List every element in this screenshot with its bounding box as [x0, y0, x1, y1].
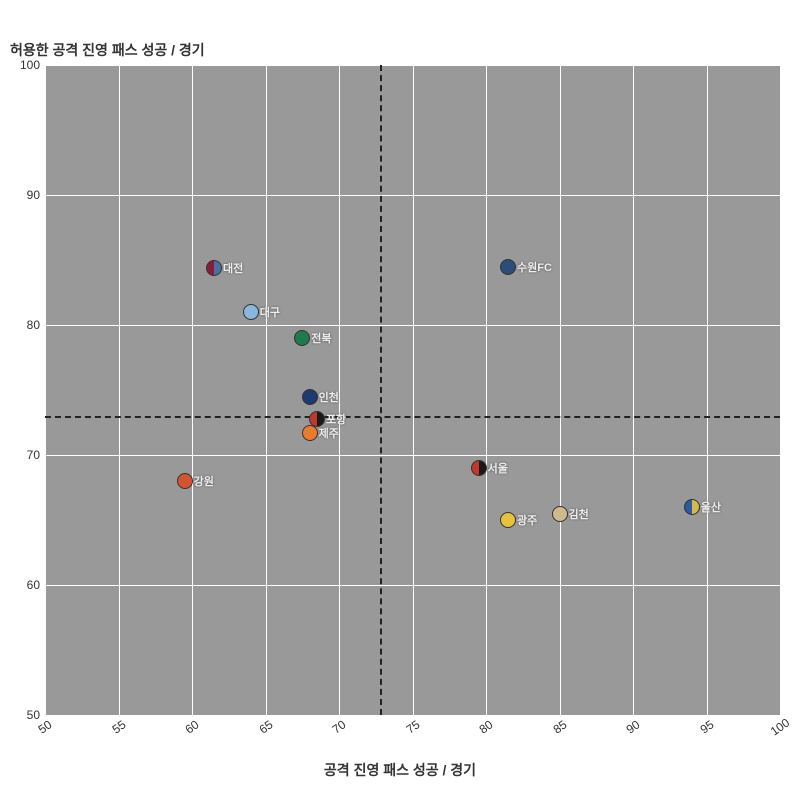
gridline-h — [45, 715, 780, 716]
gridline-v — [707, 65, 708, 715]
y-tick-label: 70 — [10, 448, 40, 462]
gridline-h — [45, 195, 780, 196]
data-point-label: 광주 — [517, 512, 537, 528]
gridline-v — [266, 65, 267, 715]
data-point-label: 강원 — [194, 473, 214, 489]
gridline-v — [486, 65, 487, 715]
plot-area: 대전대구전북수원FC인천포항제주서울강원광주김천울산 — [45, 65, 780, 715]
data-point — [552, 506, 568, 522]
data-point-label: 서울 — [488, 460, 508, 476]
gridline-v — [413, 65, 414, 715]
gridline-h — [45, 325, 780, 326]
data-point — [243, 304, 259, 320]
data-point-label: 제주 — [319, 425, 339, 441]
y-axis-title: 허용한 공격 진영 패스 성공 / 경기 — [10, 40, 205, 60]
data-point-label: 수원FC — [517, 259, 552, 275]
gridline-v — [192, 65, 193, 715]
gridline-h — [45, 585, 780, 586]
y-tick-label: 60 — [10, 578, 40, 592]
y-tick-label: 80 — [10, 318, 40, 332]
data-point-label: 인천 — [319, 389, 339, 405]
gridline-h — [45, 455, 780, 456]
data-point-label: 울산 — [701, 499, 721, 515]
data-point — [302, 389, 318, 405]
data-point-label: 대구 — [260, 304, 280, 320]
data-point — [471, 460, 487, 476]
reference-line-horizontal — [45, 416, 780, 418]
gridline-v — [560, 65, 561, 715]
data-point — [684, 499, 700, 515]
data-point — [500, 512, 516, 528]
y-tick-label: 90 — [10, 188, 40, 202]
data-point-label: 전북 — [311, 330, 331, 346]
data-point — [294, 330, 310, 346]
data-point — [206, 260, 222, 276]
data-point — [500, 259, 516, 275]
data-point — [177, 473, 193, 489]
gridline-v — [45, 65, 46, 715]
gridline-h — [45, 65, 780, 66]
data-point — [302, 425, 318, 441]
y-tick-label: 50 — [10, 708, 40, 722]
scatter-chart: 허용한 공격 진영 패스 성공 / 경기 대전대구전북수원FC인천포항제주서울강… — [0, 0, 800, 800]
gridline-v — [339, 65, 340, 715]
data-point-label: 김천 — [569, 506, 589, 522]
y-tick-label: 100 — [10, 58, 40, 72]
gridline-v — [633, 65, 634, 715]
x-axis-title: 공격 진영 패스 성공 / 경기 — [0, 760, 800, 780]
reference-line-vertical — [380, 65, 382, 715]
gridline-v — [119, 65, 120, 715]
data-point-label: 대전 — [223, 260, 243, 276]
gridline-v — [780, 65, 781, 715]
